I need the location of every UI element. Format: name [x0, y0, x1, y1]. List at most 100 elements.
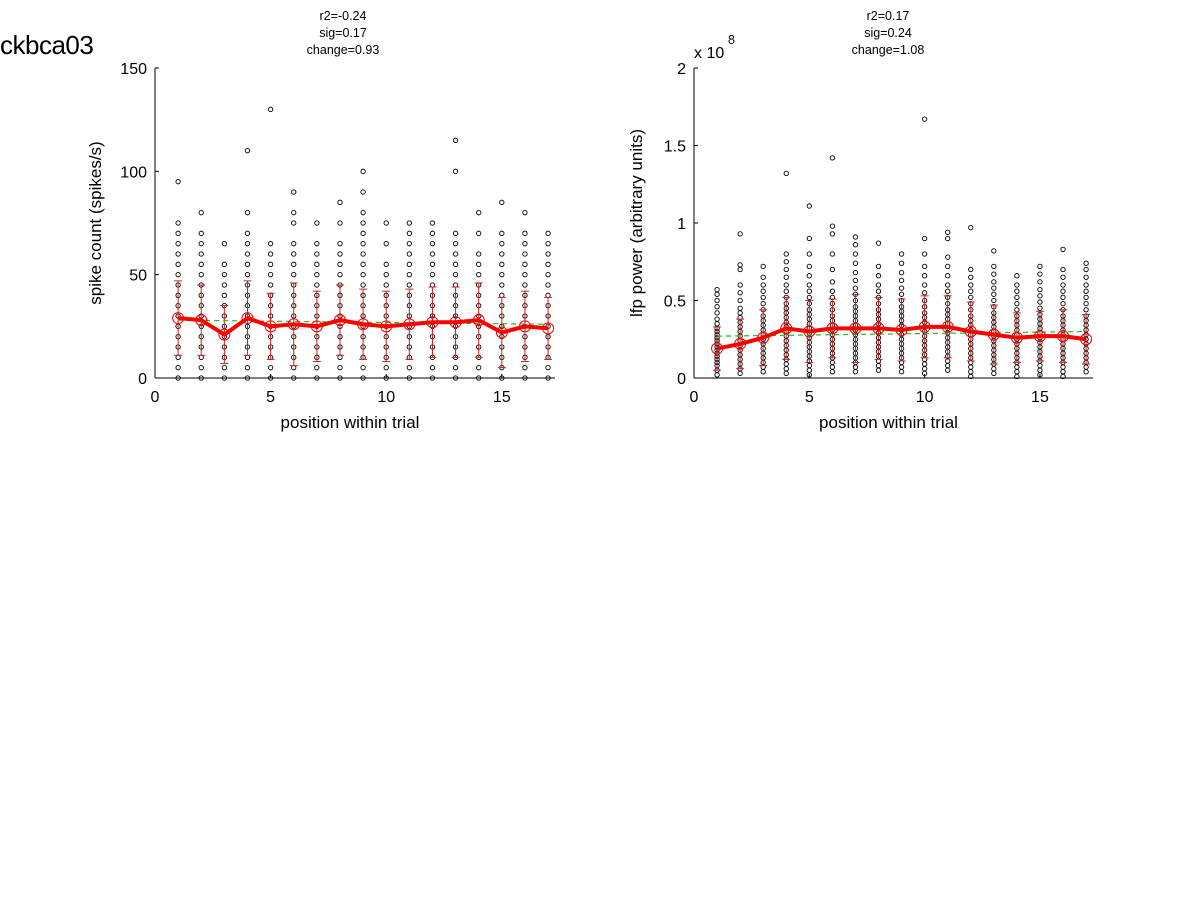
data-point: [383, 241, 389, 247]
data-point: [737, 370, 743, 376]
data-point: [291, 210, 297, 216]
data-point: [852, 369, 859, 375]
data-point: [383, 375, 389, 381]
data-point: [383, 365, 389, 371]
data-point: [714, 291, 720, 297]
data-point: [898, 291, 905, 297]
data-point: [244, 261, 251, 267]
data-point: [314, 282, 320, 288]
data-point: [783, 370, 789, 376]
data-point: [175, 241, 181, 247]
data-point: [714, 310, 720, 316]
data-point: [852, 242, 859, 248]
data-point: [452, 251, 459, 257]
data-point: [360, 168, 366, 174]
data-point: [476, 251, 482, 257]
data-point: [267, 375, 274, 381]
mean-marker: [987, 328, 1000, 341]
data-point: [829, 359, 836, 366]
data-point: [829, 155, 836, 161]
data-point: [429, 272, 436, 278]
data-point: [760, 288, 766, 294]
data-point: [806, 251, 812, 257]
data-point: [406, 282, 412, 288]
data-point: [1037, 293, 1043, 299]
data-point: [921, 251, 928, 257]
data-point: [921, 263, 928, 270]
mean-line: [177, 316, 549, 337]
data-point: [852, 269, 859, 276]
data-point: [314, 272, 320, 278]
data-point: [522, 230, 528, 236]
data-point: [244, 210, 251, 216]
mean-marker: [757, 331, 770, 344]
data-point: [1060, 369, 1066, 375]
data-point: [898, 364, 905, 370]
x-tick-label: 10: [377, 389, 395, 406]
data-point: [221, 272, 228, 278]
data-point: [499, 251, 505, 257]
data-point: [760, 263, 766, 270]
data-point: [429, 251, 436, 257]
data-point: [499, 241, 505, 247]
mean-marker: [918, 320, 931, 333]
mean-marker: [172, 312, 185, 325]
data-point: [383, 261, 389, 267]
data-point: [875, 288, 882, 294]
figure-title: ckbca03: [0, 30, 94, 60]
data-point: [829, 251, 836, 257]
data-point: [714, 297, 720, 304]
data-point: [476, 230, 482, 236]
data-point: [406, 241, 412, 247]
data-point: [1037, 299, 1043, 305]
data-point: [360, 282, 366, 288]
data-point: [175, 365, 181, 371]
data-point: [806, 282, 812, 288]
data-point: [175, 220, 181, 226]
data-point: [175, 179, 181, 185]
data-point: [360, 230, 366, 236]
data-point: [1014, 369, 1020, 375]
data-point: [291, 251, 297, 257]
mean-marker: [1033, 330, 1046, 343]
data-point: [476, 261, 482, 267]
data-point: [737, 290, 743, 296]
data-point: [1083, 300, 1089, 307]
mean-marker: [241, 312, 254, 325]
data-point: [406, 251, 412, 257]
data-point: [898, 260, 905, 266]
data-point: [499, 272, 505, 278]
data-point: [991, 297, 997, 304]
y-axis-label: lfp power (arbitrary units): [627, 129, 646, 317]
data-point: [1060, 282, 1066, 288]
data-point: [1083, 364, 1089, 370]
data-point: [244, 272, 251, 278]
data-point: [429, 365, 436, 371]
x-tick-label: 10: [916, 389, 934, 406]
data-point: [360, 272, 366, 278]
mean-marker: [849, 322, 862, 335]
data-point: [175, 272, 181, 278]
data-point: [198, 241, 204, 247]
data-point: [452, 137, 459, 143]
data-point: [360, 365, 366, 371]
data-point: [875, 240, 882, 246]
data-point: [429, 220, 436, 226]
data-point: [337, 261, 343, 267]
data-point: [1037, 305, 1043, 311]
data-point: [244, 375, 251, 381]
y-tick-label: 100: [120, 164, 147, 181]
exponent-value: 8: [728, 33, 735, 47]
data-point: [198, 230, 204, 236]
data-point: [314, 241, 320, 247]
data-point: [737, 262, 743, 268]
data-point: [875, 273, 882, 279]
mean-marker: [895, 323, 908, 336]
data-point: [452, 241, 459, 247]
data-point: [829, 231, 836, 237]
data-point: [198, 365, 204, 371]
mean-marker: [195, 314, 208, 327]
data-point: [198, 375, 204, 381]
data-point: [406, 272, 412, 278]
data-point: [945, 367, 951, 373]
